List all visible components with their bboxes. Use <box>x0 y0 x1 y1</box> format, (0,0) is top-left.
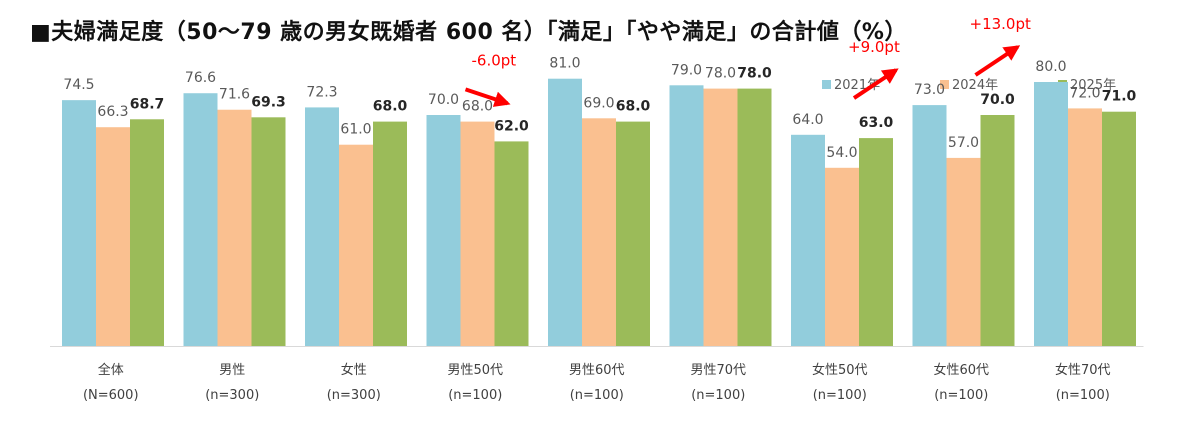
category-label: 女性 <box>341 362 367 378</box>
change-arrow <box>974 45 1021 77</box>
category-label: 全体 <box>98 362 124 378</box>
bar <box>339 144 373 346</box>
data-label: 70.0 <box>428 92 459 108</box>
data-label: 79.0 <box>671 62 702 78</box>
bar <box>791 134 825 346</box>
data-label: 63.0 <box>859 115 894 131</box>
data-label: 81.0 <box>549 56 580 72</box>
category-label: 女性70代 <box>1055 362 1111 378</box>
bar <box>825 167 859 346</box>
bar <box>460 121 495 346</box>
bar <box>703 88 738 346</box>
bar <box>494 141 529 346</box>
chart-legend: 2021年 2024年 2025年 <box>822 78 1116 93</box>
data-label: 54.0 <box>826 145 857 161</box>
bar <box>426 115 461 346</box>
category-sample-size: (n=100) <box>570 388 624 403</box>
category-label: 男性70代 <box>690 363 746 378</box>
data-label: 74.5 <box>63 77 94 93</box>
category-sample-size: (n=300) <box>205 388 259 403</box>
bar <box>912 105 947 346</box>
category-label: 男性 <box>219 363 245 378</box>
category-sample-size: (N=600) <box>83 388 139 403</box>
legend-label: 2025年 <box>1070 78 1116 93</box>
legend-label: 2024年 <box>952 78 998 93</box>
data-label: 78.0 <box>737 66 772 82</box>
category-label: 女性50代 <box>812 362 868 378</box>
category-sample-size: (n=100) <box>934 388 988 403</box>
data-label: 71.6 <box>219 87 250 103</box>
data-labels: 74.566.3 68.776.671.6 69.372.361.068.0 70.0… <box>63 56 1136 161</box>
bar <box>946 157 981 346</box>
change-annotation-label: -6.0pt <box>472 51 517 69</box>
category-sample-size: (n=300) <box>327 388 381 403</box>
data-label: 66.3 <box>97 104 128 120</box>
data-label: 61.0 <box>340 122 371 138</box>
change-annotations: -6.0pt +9.0pt +13.0pt <box>464 15 1031 107</box>
bar <box>980 115 1015 346</box>
bar <box>373 121 407 346</box>
category-label: 女性60代 <box>933 362 989 378</box>
data-label: 70.0 <box>980 92 1015 108</box>
bar <box>1102 111 1136 346</box>
category-label: 男性60代 <box>569 363 625 378</box>
data-label: 62.0 <box>494 118 529 134</box>
category-sample-size: (n=100) <box>448 388 502 403</box>
page-title: ■夫婦満足度（50～79 歳の男女既婚者 600 名）「満足」「やや満足」の合計… <box>30 20 907 45</box>
data-label: 69.0 <box>583 95 614 111</box>
bar <box>130 119 164 346</box>
legend-swatch-2024年 <box>940 80 949 89</box>
data-label: 78.0 <box>705 66 736 82</box>
category-sample-size: (n=100) <box>1056 388 1110 403</box>
legend-swatch-2021年 <box>822 80 831 89</box>
data-label: 68.0 <box>462 99 493 115</box>
bar <box>305 107 339 346</box>
data-label: 68.0 <box>616 99 651 115</box>
bar <box>251 117 286 346</box>
data-label: 76.6 <box>185 70 216 86</box>
data-label: 80.0 <box>1035 59 1066 75</box>
category-sample-size: (n=100) <box>813 388 867 403</box>
data-label: 72.3 <box>306 84 337 100</box>
data-label: 64.0 <box>792 112 823 128</box>
bar <box>669 85 704 347</box>
category-sample-size: (n=100) <box>691 388 745 403</box>
change-annotation-label: +13.0pt <box>970 15 1031 33</box>
bar <box>62 100 96 347</box>
data-label: 57.0 <box>948 135 979 151</box>
data-label: 68.0 <box>373 99 408 115</box>
bar <box>1068 108 1102 347</box>
bar <box>183 93 218 346</box>
x-axis: 全体 (N=600) 男性 (n=300) 女性 (n=300) 男性50代 (n=100) 男… <box>50 346 1144 403</box>
bar <box>737 88 772 346</box>
change-arrow <box>852 68 899 100</box>
data-label: 68.7 <box>130 96 165 112</box>
chart-bars <box>62 78 1136 347</box>
bar <box>616 121 650 346</box>
change-arrow <box>464 87 511 107</box>
data-label: 71.0 <box>1102 89 1137 105</box>
bar <box>548 78 582 346</box>
bar <box>217 109 252 346</box>
bar <box>859 138 893 346</box>
bar <box>1034 82 1068 346</box>
data-label: 72.0 <box>1069 85 1100 101</box>
bar <box>582 118 616 346</box>
data-label: 73.0 <box>914 82 945 98</box>
data-label: 69.3 <box>251 94 286 110</box>
bar <box>96 127 130 347</box>
change-annotation-label: +9.0pt <box>848 38 900 56</box>
category-label: 男性50代 <box>447 363 503 378</box>
